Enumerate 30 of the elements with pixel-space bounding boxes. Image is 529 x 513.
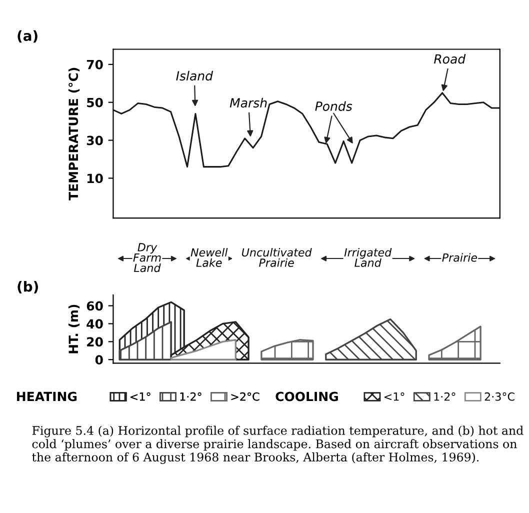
- chart-title: (a): [18, 30, 38, 43]
- legend-label: 1·2°: [434, 392, 456, 401]
- text: HEATING: [17, 392, 77, 402]
- y-tick-label: 20: [87, 337, 103, 347]
- text: Irrigated Land: [344, 248, 392, 267]
- legend-label: 1·2°: [180, 392, 202, 401]
- chart-title: (b): [18, 281, 38, 294]
- y-tick-label: 40: [86, 319, 103, 329]
- text: COOLING: [276, 392, 338, 402]
- text: Dry Farm Land: [133, 243, 161, 272]
- y-tick-label: 50: [87, 98, 103, 108]
- annotation: Road: [434, 54, 466, 64]
- legend-label: <1°: [384, 392, 404, 401]
- y-tick-label: 10: [88, 174, 103, 184]
- legend-label: 2·3°C: [484, 392, 514, 401]
- text: Prairie: [442, 253, 478, 262]
- text: Newell Lake: [190, 248, 228, 267]
- caption: Figure 5.4 (a) Horizontal profile of surface radiation temperature, and (b) hot and cold ‘plumes’ over a diverse prairie landscape. Based on aircraft observations on the afternoon of 6 August 1968 near Brooks, Alberta (after Holmes, 1969).: [32, 426, 524, 464]
- y-tick-label: 0: [95, 355, 103, 365]
- y-axis-title: HT. (m): [68, 304, 80, 354]
- annotation: Ponds: [315, 101, 352, 111]
- annotation: Island: [176, 70, 214, 81]
- text: Uncultivated Prairie: [242, 248, 312, 267]
- annotation: Marsh: [230, 98, 267, 108]
- y-tick-label: 70: [86, 60, 103, 70]
- y-tick-label: 60: [86, 301, 103, 311]
- legend-label: <1°: [130, 392, 150, 401]
- y-tick-label: 30: [86, 136, 103, 146]
- legend-label: >2°C: [231, 392, 260, 401]
- y-axis-title: TEMPERATURE (°C): [68, 68, 80, 200]
